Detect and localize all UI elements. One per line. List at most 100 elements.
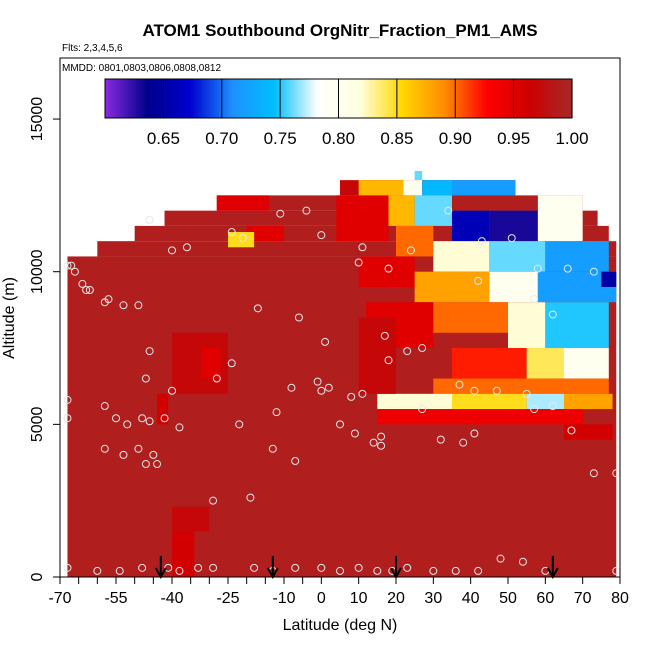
colorbar-swatch [411, 79, 415, 118]
colorbar: 0.65 0.70 0.75 0.80 0.85 0.90 0.95 1.00 [104, 78, 589, 148]
observation-point [347, 392, 356, 401]
colorbar-tick-label: 0.80 [322, 129, 355, 148]
x-axis-tick-label: 10 [350, 590, 368, 607]
observation-point [100, 402, 109, 411]
colorbar-swatch [564, 79, 568, 118]
colorbar-swatch [180, 79, 184, 118]
x-axis-tick-label: -70 [48, 590, 71, 607]
observation-point [474, 276, 483, 285]
colorbar-swatch [268, 79, 272, 118]
heatmap-cell [508, 302, 546, 349]
observation-point [141, 460, 150, 469]
observation-point [78, 279, 87, 288]
heatmap-cell [396, 225, 434, 257]
colorbar-swatch [452, 79, 456, 118]
colorbar-swatch [533, 79, 537, 118]
observation-point [507, 234, 516, 243]
observation-point [317, 231, 326, 240]
observation-point [153, 460, 162, 469]
colorbar-swatch [117, 79, 122, 118]
observation-point [377, 441, 386, 450]
colorbar-swatch [348, 79, 353, 118]
observation-point [336, 566, 344, 575]
colorbar-swatch [398, 79, 402, 118]
colorbar-swatch [291, 79, 295, 118]
colorbar-swatch [525, 79, 529, 118]
colorbar-swatch [289, 79, 293, 118]
observation-point [533, 264, 542, 273]
observation-point [63, 563, 72, 572]
colorbar-swatch [504, 79, 508, 118]
colorbar-swatch [255, 79, 259, 118]
heatmap-cell [246, 225, 284, 242]
colorbar-swatch [444, 79, 449, 118]
observation-point [358, 389, 367, 398]
observation-point [313, 377, 322, 386]
heatmap-cell [433, 302, 508, 333]
observation-point [418, 405, 427, 414]
colorbar-swatch [172, 79, 176, 118]
y-axis-tick-label: 15000 [29, 97, 46, 142]
observation-point [518, 557, 527, 566]
colorbar-swatch [284, 79, 288, 118]
colorbar-tick-label: 0.65 [147, 129, 180, 148]
colorbar-swatch [211, 79, 215, 118]
observation-point [119, 450, 128, 459]
colorbar-swatch [548, 79, 552, 118]
colorbar-swatch [385, 79, 389, 118]
colorbar-swatch [309, 79, 314, 118]
colorbar-swatch [221, 79, 225, 118]
observation-point [182, 243, 191, 252]
observation-point [93, 566, 102, 575]
colorbar-swatch [387, 79, 391, 118]
heatmap-cell [228, 232, 255, 248]
heatmap-cell [201, 348, 221, 379]
x-axis-tick-label: 20 [387, 590, 405, 607]
colorbar-swatch [514, 79, 519, 118]
observation-point [145, 347, 154, 356]
colorbar-swatch [437, 79, 441, 118]
observation-point [436, 435, 445, 444]
observation-point [567, 426, 576, 435]
x-axis-tick-label: 0 [317, 590, 326, 607]
colorbar-swatch [120, 79, 124, 118]
colorbar-swatch [488, 79, 493, 118]
colorbar-swatch [408, 79, 412, 118]
colorbar-swatch [299, 79, 303, 118]
observation-point [246, 493, 255, 502]
observation-point [175, 423, 184, 432]
observation-point [350, 429, 359, 438]
observation-point [63, 395, 72, 404]
heatmap-cell [377, 393, 452, 410]
colorbar-swatch [455, 79, 459, 118]
heatmap-cell [377, 409, 583, 425]
observation-point [194, 563, 203, 572]
x-axis-tick-label: 60 [536, 590, 554, 607]
observation-point [403, 347, 412, 356]
observation-point [145, 417, 154, 426]
colorbar-swatch [538, 79, 542, 118]
colorbar-swatch [193, 79, 197, 118]
colorbar-tick-label: 0.90 [439, 129, 472, 148]
colorbar-swatch [159, 79, 163, 118]
observation-point [470, 386, 479, 395]
colorbar-swatch [296, 79, 301, 118]
observation-point [302, 206, 311, 215]
heatmap-cell [452, 393, 527, 410]
heatmap-cell [336, 195, 389, 242]
colorbar-swatch [424, 79, 428, 118]
colorbar-swatch [188, 79, 192, 118]
observation-point [403, 563, 412, 572]
colorbar-swatch [473, 79, 477, 118]
observation-point [227, 359, 236, 368]
observation-point [589, 469, 598, 478]
observation-point [272, 408, 281, 417]
colorbar-swatch [229, 79, 233, 118]
colorbar-swatch [182, 79, 187, 118]
colorbar-swatch [105, 79, 109, 118]
observation-point [82, 286, 91, 295]
colorbar-swatch [450, 79, 454, 118]
observation-point [253, 304, 262, 313]
observation-point [492, 386, 501, 395]
colorbar-swatch [312, 79, 316, 118]
